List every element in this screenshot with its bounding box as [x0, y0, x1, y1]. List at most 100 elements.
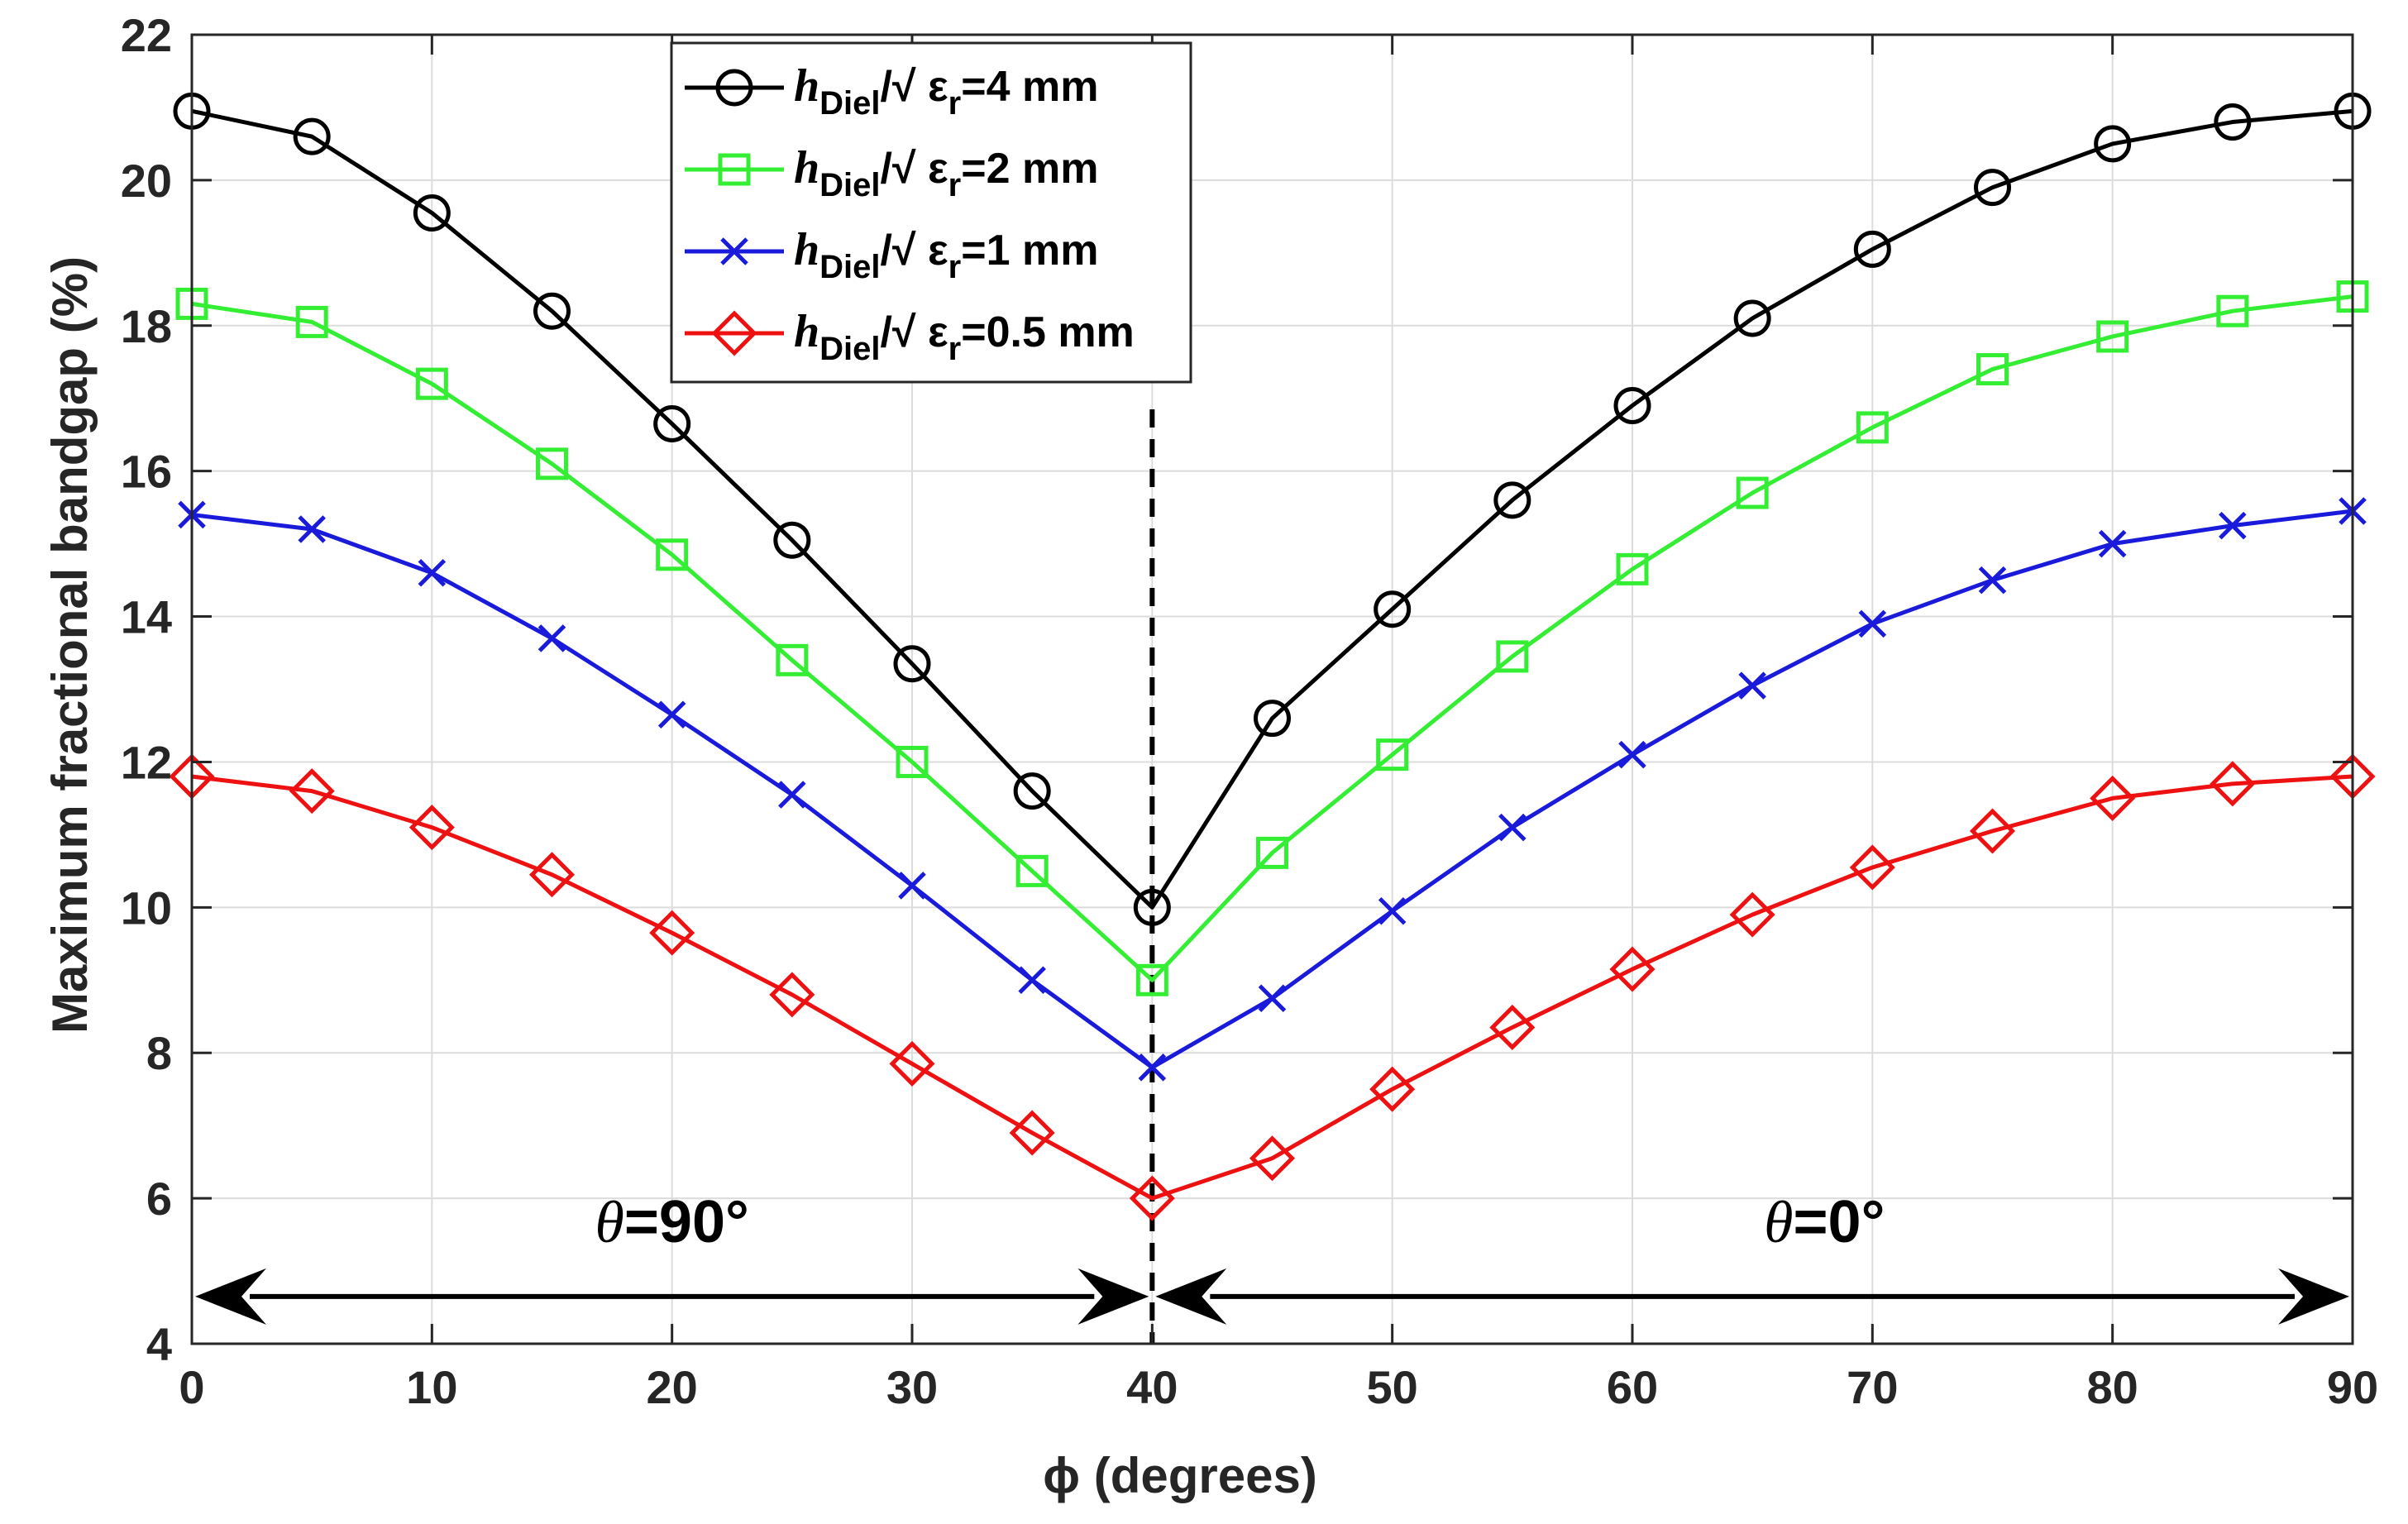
data-point-diamond	[2090, 775, 2136, 821]
legend-label-sub-r: r	[948, 85, 962, 122]
data-point-square	[295, 305, 328, 338]
data-point-square	[1736, 476, 1769, 509]
series-2	[178, 497, 2367, 1082]
x-tick-label: 20	[647, 1361, 698, 1413]
legend-entry-2: hDiel/√ εr=1 mm	[685, 224, 1098, 285]
data-point-square	[1976, 353, 2009, 386]
data-point-x	[2219, 511, 2247, 540]
legend-label-sub-r: r	[948, 331, 962, 367]
data-point-square	[1616, 552, 1649, 585]
region-value: =0°	[1794, 1189, 1885, 1255]
legend-label-sub: Diel	[819, 167, 880, 203]
data-point-diamond	[1129, 1175, 1175, 1221]
legend-label-sub: Diel	[819, 85, 880, 122]
data-point-diamond	[649, 910, 695, 956]
legend-label-sub: Diel	[819, 249, 880, 285]
series-layer	[169, 92, 2376, 1221]
data-point-square	[656, 538, 689, 571]
legend-label: hDiel/√ εr=0.5 mm	[794, 306, 1135, 367]
data-point-square	[776, 643, 809, 676]
data-point-diamond	[1369, 1066, 1416, 1112]
data-point-x	[418, 559, 447, 587]
data-point-square	[1135, 963, 1168, 996]
x-tick-label: 60	[1607, 1361, 1658, 1413]
legend-label-h: h	[794, 224, 819, 275]
tick-labels: 0 10 20 30 40 50 60 70 80 90 4 6 8 10 12 14 16 18 20 22	[121, 9, 2378, 1413]
data-point-circle	[1613, 387, 1651, 425]
data-point-x	[1378, 896, 1407, 925]
arrow-head	[195, 1268, 266, 1325]
legend-label-sub-r: r	[948, 167, 962, 203]
data-point-x	[1738, 671, 1766, 700]
y-tick-label: 18	[121, 300, 172, 352]
data-point-circle	[893, 645, 931, 683]
data-point-circle	[2214, 103, 2252, 141]
arrow-head	[1077, 1268, 1149, 1325]
data-point-x	[1498, 813, 1526, 842]
legend-label-value: =2 mm	[961, 145, 1098, 193]
data-point-square	[2096, 320, 2129, 353]
series-0	[173, 92, 2372, 926]
plot-area-border	[190, 33, 2354, 1345]
data-point-square	[1015, 854, 1049, 887]
data-point-diamond	[408, 805, 455, 851]
data-point-x	[538, 624, 566, 652]
region-value: =90°	[624, 1189, 749, 1255]
data-point-circle	[413, 193, 451, 232]
data-point-square	[536, 447, 568, 480]
data-point-square	[1856, 411, 1889, 444]
series-line	[191, 108, 2353, 910]
legend-label-h: h	[794, 60, 819, 112]
data-point-x	[657, 700, 686, 729]
legend-label-sub: Diel	[819, 331, 880, 367]
legend-box	[670, 41, 1192, 384]
y-tick-label: 16	[121, 446, 172, 498]
data-point-diamond	[289, 768, 335, 815]
legend-label-h: h	[794, 306, 819, 357]
y-tick-label: 8	[146, 1027, 172, 1079]
x-tick-label: 70	[1847, 1361, 1898, 1413]
data-point-circle	[1493, 481, 1531, 519]
legend-entry-1: hDiel/√ εr=2 mm	[685, 142, 1098, 203]
y-tick-label: 4	[146, 1318, 172, 1370]
legend-label-mid: /√ ε	[881, 308, 948, 356]
region-label: θ=0°	[1764, 1189, 1885, 1255]
x-axis-title: ϕ (degrees)	[1043, 1448, 1317, 1503]
legend-label-value: =4 mm	[961, 63, 1098, 111]
series-3	[169, 753, 2376, 1221]
data-point-circle	[1133, 888, 1171, 926]
data-point-diamond	[1969, 808, 2016, 854]
data-point-x	[1018, 966, 1046, 995]
series-1	[175, 280, 2369, 996]
theta-symbol: θ	[1764, 1189, 1793, 1255]
data-point-x	[898, 872, 926, 900]
data-point-x	[2098, 529, 2127, 558]
x-tick-label: 90	[2327, 1361, 2378, 1413]
x-tick-label: 40	[1126, 1361, 1178, 1413]
data-point-x	[1858, 609, 1887, 638]
legend-entry-3: hDiel/√ εr=0.5 mm	[685, 306, 1135, 367]
arrow-head	[2278, 1268, 2349, 1325]
x-tick-label: 50	[1367, 1361, 1418, 1413]
legend-label: hDiel/√ εr=2 mm	[794, 142, 1098, 203]
x-tick-label: 0	[179, 1361, 204, 1413]
data-point-x	[720, 237, 748, 265]
data-point-diamond	[1009, 1110, 1055, 1156]
data-point-circle	[1374, 590, 1412, 628]
data-point-diamond	[889, 1040, 935, 1087]
data-point-diamond	[2210, 761, 2256, 807]
data-point-square	[1256, 836, 1288, 869]
x-tick-label: 10	[406, 1361, 457, 1413]
theta-symbol: θ	[595, 1189, 624, 1255]
region-label: θ=90°	[595, 1189, 749, 1255]
y-tick-label: 12	[121, 736, 172, 788]
data-point-square	[718, 153, 751, 186]
data-point-diamond	[1609, 946, 1656, 992]
data-point-circle	[2094, 125, 2132, 163]
data-point-x	[1978, 566, 2007, 595]
series-line	[191, 294, 2353, 982]
legend-label-value: =0.5 mm	[961, 308, 1135, 356]
region-annotations: θ=90° θ=0°	[595, 1189, 1885, 1255]
